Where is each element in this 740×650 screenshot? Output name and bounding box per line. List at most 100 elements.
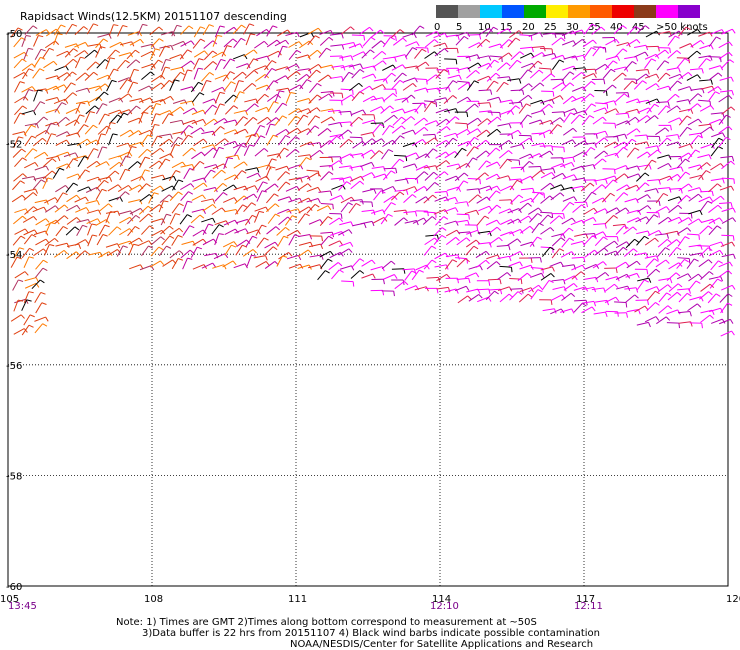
wind-barb: [456, 66, 469, 71]
wind-barb-feather: [431, 101, 437, 105]
wind-barb: [338, 176, 351, 181]
wind-barb-feather: [402, 72, 407, 77]
wind-barb-feather: [655, 54, 660, 59]
wind-barb-feather: [445, 97, 449, 103]
wind-barb: [266, 117, 277, 126]
wind-barb: [519, 153, 531, 160]
wind-barb: [351, 109, 364, 115]
wind-barb: [95, 46, 102, 58]
wind-barb: [656, 85, 669, 91]
wind-barb: [348, 63, 361, 68]
wind-barb-feather: [527, 114, 533, 118]
wind-barb-feather: [677, 174, 682, 179]
wind-barb-feather: [496, 128, 501, 134]
wind-barb: [508, 59, 518, 70]
wind-barb-feather: [646, 141, 650, 147]
wind-barb: [380, 105, 391, 114]
wind-barb-feather: [390, 36, 396, 41]
wind-barb-feather: [285, 135, 291, 139]
wind-barb-feather: [212, 262, 217, 268]
wind-barb: [718, 41, 730, 49]
wind-barb-feather: [517, 291, 523, 295]
wind-barb-feather: [389, 125, 395, 129]
wind-barb: [320, 235, 330, 246]
wind-barb-feather: [399, 79, 405, 84]
wind-barb: [667, 196, 680, 202]
wind-barb: [433, 32, 445, 39]
wind-barb: [212, 163, 224, 170]
wind-barb: [647, 230, 660, 236]
wind-barb: [193, 26, 201, 38]
wind-barb-feather: [103, 38, 109, 42]
wind-barb: [541, 280, 550, 291]
wind-barb-feather: [295, 136, 300, 140]
wind-barb: [108, 24, 114, 37]
wind-barb: [86, 176, 99, 182]
wind-barb-feather: [667, 284, 672, 289]
wind-barb: [139, 265, 152, 271]
wind-barb-feather: [212, 144, 216, 150]
wind-barb-feather: [95, 61, 100, 66]
wind-barb: [382, 139, 393, 148]
wind-barb: [105, 211, 111, 223]
wind-barb-feather: [330, 30, 334, 35]
wind-barb: [349, 199, 362, 202]
wind-barb-feather: [24, 228, 29, 234]
wind-barb: [298, 206, 310, 214]
legend-swatch: [458, 5, 480, 18]
wind-barb: [583, 207, 595, 215]
wind-barb: [150, 82, 162, 91]
wind-barb: [710, 146, 719, 157]
wind-barb-feather: [626, 120, 631, 126]
wind-barb: [593, 107, 606, 113]
wind-barb: [77, 169, 86, 180]
wind-barb-feather: [342, 65, 346, 71]
wind-barb: [24, 135, 33, 147]
wind-barb-feather: [603, 247, 609, 252]
wind-barb: [615, 241, 627, 249]
wind-barb-feather: [381, 50, 387, 55]
wind-barb: [370, 106, 382, 113]
wind-barb-feather: [698, 193, 703, 199]
wind-barb: [393, 72, 403, 83]
wind-barb-feather: [20, 235, 26, 240]
wind-barb: [360, 161, 372, 168]
wind-barb: [320, 171, 330, 181]
wind-barb: [54, 249, 65, 258]
wind-barb: [277, 196, 290, 201]
wind-barb: [436, 160, 447, 168]
wind-barb-feather: [693, 258, 699, 262]
wind-barb: [518, 293, 529, 303]
wind-barb: [498, 150, 509, 159]
wind-barb-feather: [496, 161, 501, 167]
wind-barb: [506, 105, 516, 115]
wind-barb: [201, 80, 207, 92]
wind-barb-feather: [434, 182, 440, 186]
wind-barb: [116, 142, 129, 148]
wind-barb: [180, 86, 193, 91]
wind-barb: [276, 255, 283, 267]
wind-barb: [636, 279, 645, 291]
wind-barb: [330, 231, 342, 236]
wind-barb: [118, 240, 131, 246]
wind-barb-feather: [419, 25, 425, 29]
legend-label: 0: [434, 22, 440, 33]
wind-barb: [149, 26, 160, 36]
wind-barb: [254, 211, 260, 223]
wind-barb-feather: [331, 157, 334, 163]
wind-barb: [85, 105, 96, 115]
wind-barb-feather: [560, 237, 566, 242]
wind-barb: [169, 144, 176, 156]
wind-barb: [223, 26, 235, 35]
wind-barb-feather: [99, 85, 103, 91]
wind-barb-feather: [644, 279, 649, 283]
wind-barb: [119, 169, 126, 181]
wind-barb-feather: [677, 283, 683, 288]
wind-barb: [307, 27, 319, 35]
wind-barb-feather: [296, 49, 302, 54]
wind-barb: [584, 249, 595, 258]
wind-barb: [624, 287, 637, 290]
wind-barb-feather: [475, 272, 480, 278]
wind-barb: [180, 249, 191, 259]
wind-barb-feather: [496, 173, 501, 179]
